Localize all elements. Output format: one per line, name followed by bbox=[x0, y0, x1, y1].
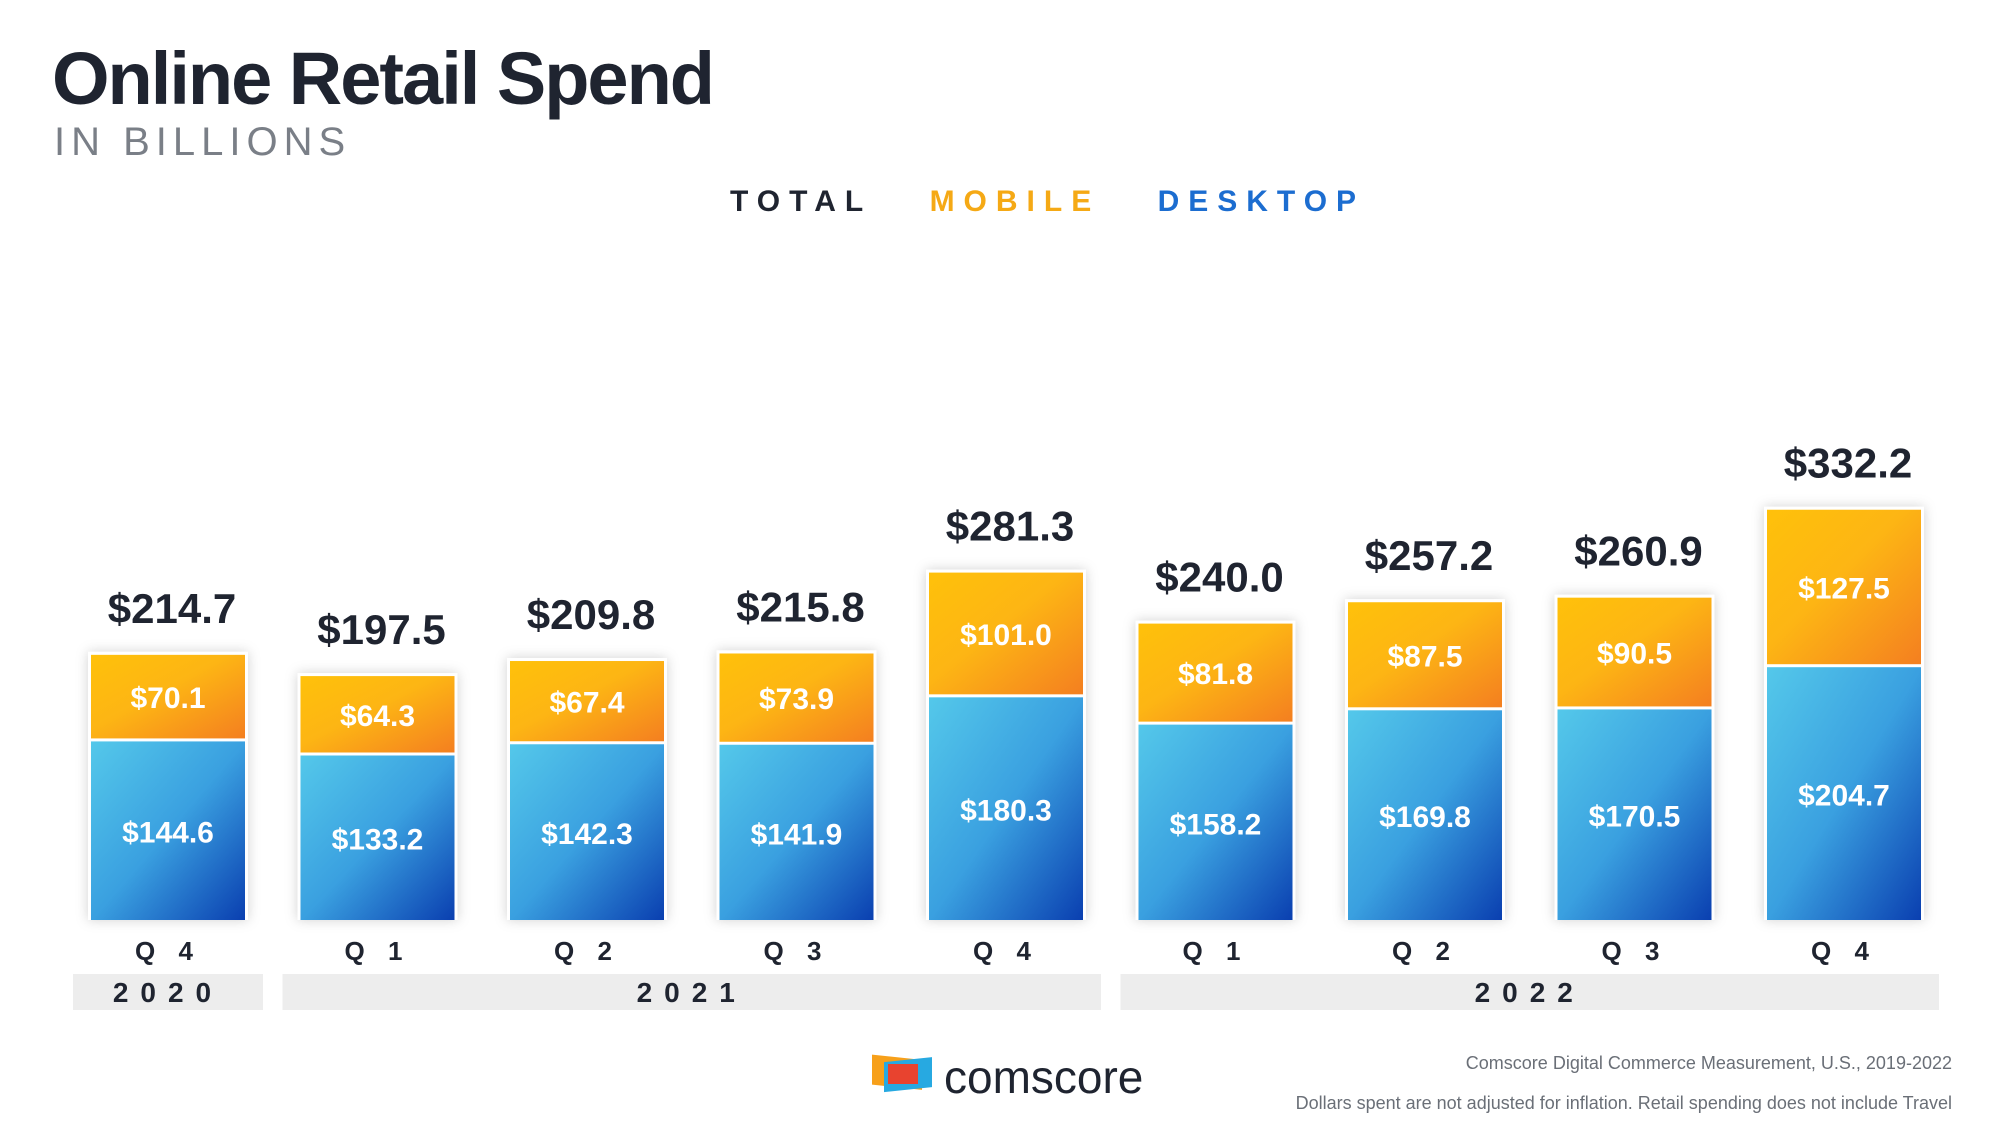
chart-subtitle: IN BILLIONS bbox=[54, 120, 352, 164]
label-group: $144.6 $70.1 $214.7 $133.2 $64.3 $197.5 $142.3… bbox=[108, 440, 1912, 857]
desktop-bar bbox=[510, 744, 664, 920]
year-band bbox=[73, 974, 263, 1010]
desktop-value-label: $170.5 bbox=[1589, 801, 1681, 834]
quarter-tick-label: Q 1 bbox=[345, 936, 411, 966]
total-value-label: $214.7 bbox=[108, 585, 236, 632]
total-value-label: $257.2 bbox=[1365, 532, 1493, 579]
quarter-tick-label: Q 4 bbox=[973, 936, 1039, 966]
year-label: 2022 bbox=[1475, 977, 1585, 1008]
total-value-label: $209.8 bbox=[527, 591, 655, 638]
desktop-bar bbox=[719, 744, 874, 920]
total-value-label: $281.3 bbox=[946, 503, 1074, 550]
desktop-bar bbox=[1348, 710, 1502, 920]
mobile-bar bbox=[1557, 597, 1712, 707]
quarter-tick-label: Q 2 bbox=[1392, 936, 1458, 966]
mobile-value-label: $127.5 bbox=[1798, 572, 1890, 605]
total-value-label: $215.8 bbox=[736, 583, 864, 630]
x-axis: Q 4 Q 1 Q 2 Q 3 Q 4 Q 1 Q 2 Q 3 Q 4 2020 2021 2022 bbox=[73, 936, 1939, 1010]
desktop-value-label: $144.6 bbox=[122, 817, 214, 850]
mobile-bar bbox=[1348, 602, 1502, 708]
desktop-bar bbox=[1557, 709, 1712, 920]
desktop-value-label: $169.8 bbox=[1379, 801, 1471, 834]
legend-desktop: DESKTOP bbox=[1157, 185, 1366, 218]
quarter-tick-label: Q 1 bbox=[1183, 936, 1249, 966]
desktop-bar bbox=[91, 741, 245, 920]
mobile-bar bbox=[929, 572, 1083, 695]
total-value-label: $332.2 bbox=[1784, 440, 1912, 487]
legend: TOTAL MOBILE DESKTOP bbox=[730, 185, 1405, 219]
mobile-value-label: $64.3 bbox=[340, 700, 415, 733]
total-value-label: $197.5 bbox=[317, 606, 445, 653]
desktop-value-label: $158.2 bbox=[1170, 808, 1262, 841]
year-label: 2020 bbox=[113, 977, 223, 1008]
year-band bbox=[1120, 974, 1939, 1010]
source-note: Comscore Digital Commerce Measurement, U… bbox=[1465, 1053, 1952, 1073]
mobile-bar bbox=[91, 654, 245, 739]
disclaimer-note: Dollars spent are not adjusted for infla… bbox=[1295, 1093, 1952, 1113]
mobile-bar bbox=[300, 676, 455, 753]
desktop-value-label: $142.3 bbox=[541, 818, 633, 851]
mobile-bar bbox=[1767, 509, 1921, 665]
desktop-bar bbox=[1138, 724, 1293, 920]
brand-name: comscore bbox=[944, 1051, 1144, 1103]
mobile-value-label: $90.5 bbox=[1597, 638, 1672, 671]
chart-title: Online Retail Spend bbox=[52, 37, 715, 120]
quarter-tick-label: Q 4 bbox=[135, 936, 201, 966]
desktop-value-label: $204.7 bbox=[1798, 780, 1890, 813]
quarter-tick-label: Q 3 bbox=[764, 936, 830, 966]
mobile-value-label: $70.1 bbox=[130, 682, 205, 715]
quarter-tick-label: Q 3 bbox=[1602, 936, 1668, 966]
quarter-tick-label: Q 2 bbox=[554, 936, 620, 966]
desktop-bar bbox=[300, 755, 455, 920]
bar-group bbox=[88, 506, 1924, 920]
mobile-bar bbox=[719, 653, 874, 742]
desktop-value-label: $141.9 bbox=[751, 818, 843, 851]
mobile-value-label: $73.9 bbox=[759, 683, 834, 716]
mobile-value-label: $101.0 bbox=[960, 619, 1052, 652]
year-label: 2021 bbox=[637, 977, 747, 1008]
quarter-tick-label: Q 4 bbox=[1811, 936, 1877, 966]
mobile-value-label: $87.5 bbox=[1387, 640, 1462, 673]
year-band bbox=[282, 974, 1101, 1010]
desktop-bar bbox=[929, 697, 1083, 920]
desktop-value-label: $180.3 bbox=[960, 795, 1052, 828]
mobile-bar bbox=[1138, 623, 1293, 722]
total-value-label: $260.9 bbox=[1574, 528, 1702, 575]
legend-total: TOTAL bbox=[730, 185, 873, 218]
mobile-value-label: $67.4 bbox=[549, 687, 624, 720]
mobile-bar bbox=[510, 661, 664, 742]
mobile-value-label: $81.8 bbox=[1178, 658, 1253, 691]
legend-mobile: MOBILE bbox=[929, 185, 1101, 218]
desktop-value-label: $133.2 bbox=[332, 824, 424, 857]
total-value-label: $240.0 bbox=[1155, 554, 1283, 601]
comscore-logo-icon bbox=[872, 1054, 932, 1093]
desktop-bar bbox=[1767, 667, 1921, 920]
